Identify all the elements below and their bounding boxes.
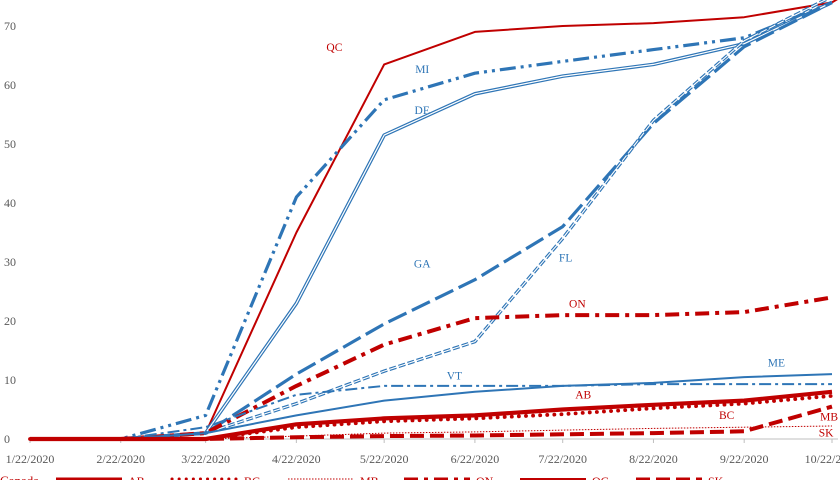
series-sk-line: [30, 404, 833, 441]
series-line: [30, 0, 838, 440]
series-fl-line: [30, 0, 829, 441]
x-tick-label: 1/22/2020: [6, 452, 55, 466]
series-line: [30, 404, 833, 441]
series-line: [30, 373, 833, 440]
series-label-on: ON: [569, 298, 586, 310]
series-qc-line: [30, 0, 838, 440]
series-layer: [28, 0, 838, 442]
y-tick-label: 0: [4, 432, 10, 446]
x-tick-label: 2/22/2020: [96, 452, 145, 466]
y-tick-label: 70: [4, 19, 16, 33]
legend-prefix: Canada: [0, 473, 39, 480]
series-label-me: ME: [768, 357, 785, 369]
x-tick-label: 3/22/2020: [181, 452, 230, 466]
legend: Canada AB BC MB ON QC SK: [0, 473, 724, 485]
series-labels: QC MI DE GA FL ON ME VT AB BC MB SK: [326, 42, 838, 440]
series-label-ab: AB: [575, 389, 591, 401]
series-vt-line: [30, 383, 832, 440]
legend-label: QC: [592, 474, 609, 480]
series-label-ga: GA: [414, 258, 431, 270]
legend-label: AB: [128, 474, 145, 480]
y-tick-label: 50: [4, 137, 16, 151]
legend-label: SK: [708, 474, 724, 480]
series-label-bc: BC: [719, 410, 735, 422]
series-line: [30, 0, 833, 441]
y-axis: 0 10 20 30 40 50 60 70: [4, 19, 16, 446]
series-line-core: [30, 0, 827, 440]
series-label-vt: VT: [447, 370, 462, 382]
series-label-sk: SK: [819, 428, 834, 440]
y-tick-label: 40: [4, 196, 16, 210]
y-tick-label: 20: [4, 314, 16, 328]
x-tick-label: 8/22/2020: [629, 452, 678, 466]
x-tick-label: 5/22/2020: [360, 452, 409, 466]
legend-label: BC: [244, 474, 260, 480]
series-me-line: [30, 373, 833, 440]
series-mi-line: [30, 0, 833, 441]
series-label-mi: MI: [415, 64, 429, 76]
series-line: [30, 0, 829, 441]
x-tick-label: 6/22/2020: [451, 452, 500, 466]
series-label-fl: FL: [559, 252, 572, 264]
x-tick-label: 9/22/2020: [720, 452, 769, 466]
series-label-de: DE: [415, 105, 430, 117]
y-tick-label: 60: [4, 78, 16, 92]
x-tick-label: 4/22/2020: [272, 452, 321, 466]
y-tick-label: 10: [4, 373, 16, 387]
x-tick-label: 10/22/2020: [805, 452, 840, 466]
x-tick-label: 7/22/2020: [538, 452, 587, 466]
legend-label: ON: [476, 474, 494, 480]
series-line: [30, 383, 832, 440]
y-tick-label: 30: [4, 255, 16, 269]
series-label-mb: MB: [820, 412, 838, 424]
x-axis: 1/22/2020 2/22/2020 3/22/2020 4/22/2020 5/22…: [6, 438, 840, 466]
series-label-qc: QC: [326, 42, 342, 54]
legend-label: MB: [360, 474, 379, 480]
